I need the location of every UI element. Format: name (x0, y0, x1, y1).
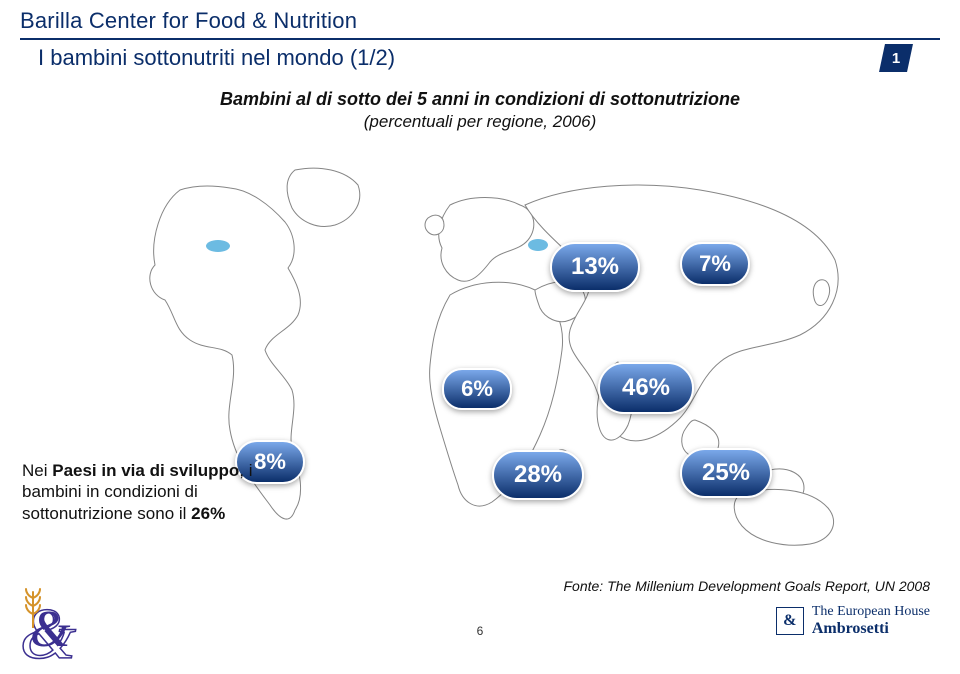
divider (20, 38, 940, 40)
logo-line2: Ambrosetti (812, 620, 930, 638)
page-badge-label: 1 (892, 50, 900, 67)
sidenote-fragment: Nei (22, 461, 52, 480)
slide-subtitle: I bambini sottonutriti nel mondo (1/2) (38, 45, 395, 71)
stat-bubble-cis-europe: 13% (550, 242, 640, 292)
stat-bubble-subsah-africa: 28% (492, 450, 584, 500)
sidenote: Nei Paesi in via di sviluppo, i bambini … (22, 460, 262, 524)
stat-bubble-cis-asia: 7% (680, 242, 750, 286)
caption: Bambini al di sotto dei 5 anni in condiz… (0, 88, 960, 133)
ambrosetti-ampersand-logo: & & (18, 584, 82, 638)
page-badge: 1 (879, 44, 913, 72)
org-title: Barilla Center for Food & Nutrition (20, 8, 357, 34)
stat-bubble-south-asia: 46% (598, 362, 694, 414)
slide-root: Barilla Center for Food & Nutrition I ba… (0, 0, 960, 650)
sidenote-fragment: 26% (191, 504, 225, 523)
stat-bubble-north-africa: 6% (442, 368, 512, 410)
caption-line1: Bambini al di sotto dei 5 anni in condiz… (0, 88, 960, 111)
european-house-ambrosetti-logo: & The European House Ambrosetti (776, 604, 930, 638)
wheat-icon (22, 588, 44, 628)
logo-mark-icon: & (776, 607, 804, 635)
page-number: 6 (477, 624, 484, 638)
logo-mark-glyph: & (783, 612, 796, 630)
sidenote-fragment: Paesi in via di sviluppo (52, 461, 239, 480)
caption-line2: (percentuali per regione, 2006) (0, 111, 960, 133)
subtitle-row: I bambini sottonutriti nel mondo (1/2) 1 (38, 44, 910, 72)
source-citation: Fonte: The Millenium Development Goals R… (563, 578, 930, 594)
logo-text: The European House Ambrosetti (812, 604, 930, 638)
stat-bubble-southeast-asia: 25% (680, 448, 772, 498)
logo-line1: The European House (812, 604, 930, 620)
